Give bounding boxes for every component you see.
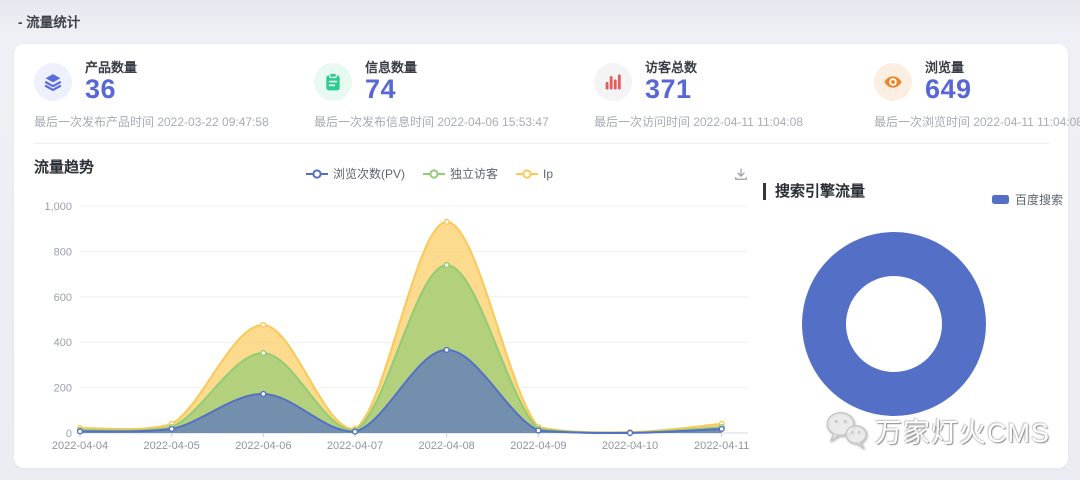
clipboard-icon: [314, 63, 352, 101]
trend-area-chart: 0 200 400 600 800 1,000 2022-04-04 2022-04-05 20…: [44, 201, 749, 452]
svg-text:2022-04-07: 2022-04-07: [327, 440, 383, 452]
legend-label: Ip: [543, 166, 554, 181]
stat-value: 371: [645, 74, 692, 104]
stat-label: 产品数量: [85, 60, 138, 75]
stat-card-products: 产品数量 36 最后一次发布产品时间 2022-03-22 09:47:58: [34, 60, 306, 130]
svg-text:800: 800: [54, 246, 72, 258]
svg-text:2022-04-10: 2022-04-10: [602, 440, 658, 452]
legend-label: 浏览次数(PV): [333, 167, 406, 181]
stat-value: 649: [925, 74, 972, 104]
legend-item-ip[interactable]: Ip: [516, 167, 553, 181]
legend-label: 百度搜索: [1015, 193, 1064, 207]
legend-item-baidu[interactable]: 百度搜索: [992, 191, 1063, 208]
stat-meta: 最后一次发布信息时间 2022-04-06 15:53:47: [314, 115, 549, 129]
search-engine-title: 搜索引擎流量: [763, 183, 865, 200]
svg-text:2022-04-04: 2022-04-04: [52, 440, 108, 452]
stat-value: 74: [365, 74, 397, 104]
layers-icon: [34, 63, 72, 101]
stat-card-visitors: 访客总数 371 最后一次访问时间 2022-04-11 11:04:08: [594, 60, 866, 130]
stat-card-articles: 信息数量 74 最后一次发布信息时间 2022-04-06 15:53:47: [314, 60, 586, 130]
svg-text:1,000: 1,000: [44, 201, 72, 213]
svg-text:400: 400: [54, 337, 72, 349]
download-icon[interactable]: [732, 166, 752, 186]
trend-chart-title: 流量趋势: [34, 159, 95, 176]
stat-meta: 最后一次访问时间 2022-04-11 11:04:08: [594, 115, 803, 129]
svg-text:600: 600: [54, 292, 72, 304]
svg-text:2022-04-09: 2022-04-09: [510, 440, 566, 452]
eye-icon: [874, 63, 912, 101]
legend-swatch: [992, 195, 1009, 204]
stat-card-pageviews: 浏览量 649 最后一次浏览时间 2022-04-11 11:04:08: [874, 60, 1080, 130]
bar-chart-icon: [594, 63, 632, 101]
page-title: - 流量统计: [18, 15, 81, 30]
svg-text:2022-04-11: 2022-04-11: [694, 440, 749, 452]
stat-meta: 最后一次发布产品时间 2022-03-22 09:47:58: [34, 115, 269, 129]
stat-label: 浏览量: [925, 60, 965, 75]
legend-label: 独立访客: [450, 167, 499, 181]
stat-meta: 最后一次浏览时间 2022-04-11 11:04:08: [874, 115, 1080, 129]
svg-text:2022-04-05: 2022-04-05: [144, 440, 200, 452]
stat-value: 36: [85, 74, 117, 104]
svg-text:2022-04-08: 2022-04-08: [419, 440, 475, 452]
stat-label: 访客总数: [645, 60, 698, 75]
divider: [33, 143, 1049, 144]
svg-text:200: 200: [54, 383, 72, 395]
main-panel: 产品数量 36 最后一次发布产品时间 2022-03-22 09:47:58 信…: [14, 44, 1080, 468]
svg-text:0: 0: [66, 428, 72, 440]
legend-item-uv[interactable]: 独立访客: [423, 165, 498, 182]
svg-text:2022-04-06: 2022-04-06: [235, 440, 291, 452]
legend-item-pv[interactable]: 浏览次数(PV): [306, 165, 405, 182]
trend-legend: 浏览次数(PV) 独立访客 Ip: [306, 165, 553, 182]
search-engine-donut-chart[interactable]: [794, 224, 994, 424]
stat-label: 信息数量: [365, 60, 418, 75]
